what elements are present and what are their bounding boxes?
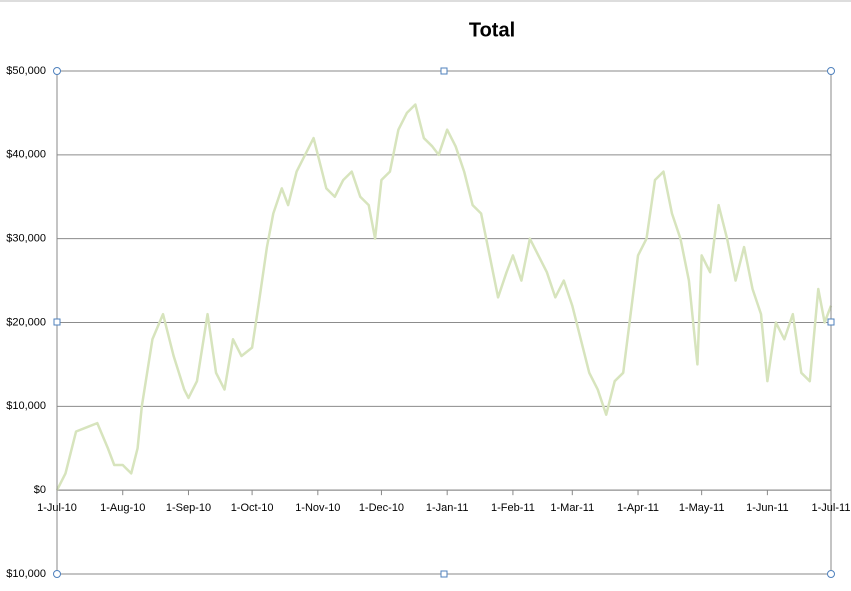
selection-handles [53,67,835,578]
x-tick-label: 1-Nov-10 [295,502,340,514]
x-tick-label: 1-Apr-11 [617,502,659,514]
x-tick-label: 1-Jul-10 [37,502,77,514]
x-tick-label: 1-Mar-11 [550,502,594,514]
x-tick-label: 1-May-11 [679,502,725,514]
plot-area [55,70,833,575]
y-tick-label: $10,000 [6,400,46,412]
y-tick-label: $10,000 [6,568,46,580]
chart-title: Total [469,19,515,41]
x-tick-label: 1-Jul-11 [812,502,851,514]
y-tick-label: $0 [34,484,46,496]
x-tick-label: 1-Aug-10 [100,502,145,514]
x-tick-label: 1-Jan-11 [426,502,469,514]
data-line [55,103,833,491]
y-tick-label: $50,000 [6,65,46,77]
x-tick-label: 1-Jun-11 [746,502,789,514]
x-tick-label: 1-Oct-10 [231,502,274,514]
x-tick-label: 1-Dec-10 [359,502,404,514]
x-tick-label: 1-Sep-10 [166,502,211,514]
y-tick-label: $20,000 [6,316,46,328]
y-tick-label: $40,000 [6,149,46,161]
x-tick-label: 1-Feb-11 [491,502,535,514]
y-tick-label: $30,000 [6,233,46,245]
